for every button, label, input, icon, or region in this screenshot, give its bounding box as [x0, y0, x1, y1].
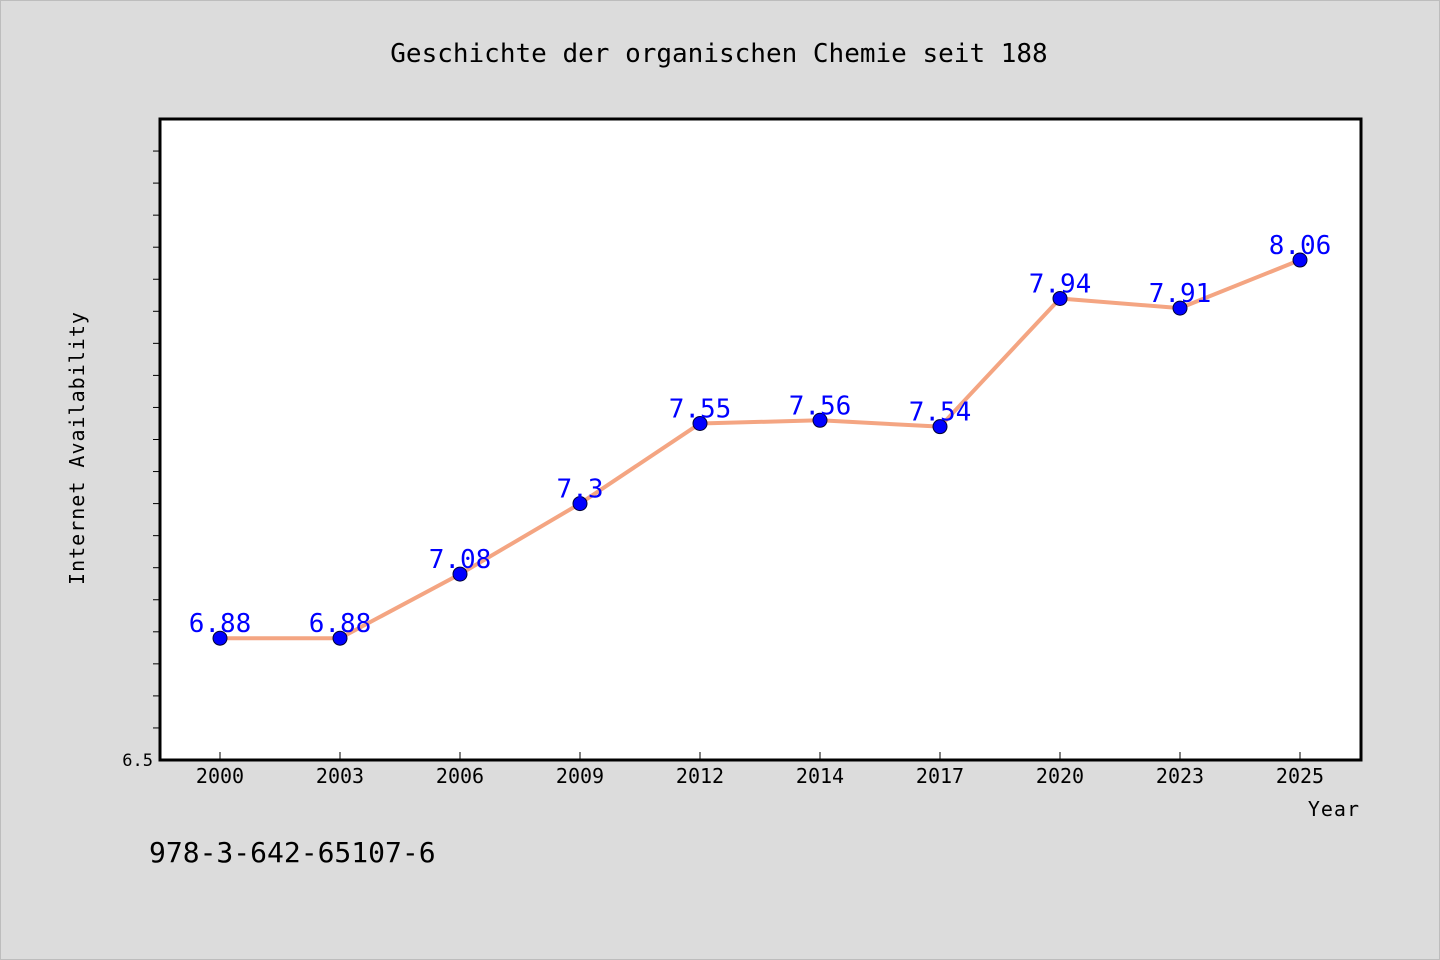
x-tick-label: 2012: [676, 764, 724, 788]
x-tick-label: 2000: [196, 764, 244, 788]
x-tick-label: 2023: [1156, 764, 1204, 788]
data-label: 7.54: [909, 398, 972, 428]
x-tick-label: 2020: [1036, 764, 1084, 788]
data-point: [452, 566, 468, 582]
x-tick-label: 2014: [796, 764, 844, 788]
x-tick-label: 2025: [1276, 764, 1324, 788]
x-tick-label: 2006: [436, 764, 484, 788]
data-label: 7.55: [669, 394, 732, 424]
data-point: [812, 412, 828, 428]
footnote: 978-3-642-65107-6: [149, 836, 436, 869]
data-label: 7.94: [1029, 269, 1092, 299]
x-axis-title: Year: [1308, 797, 1360, 821]
data-point: [932, 419, 948, 435]
y-tick-label: 6.5: [122, 751, 153, 771]
data-points: [212, 252, 1308, 646]
data-point: [332, 630, 348, 646]
data-point: [1292, 252, 1308, 268]
data-label: 6.88: [189, 609, 252, 639]
data-point: [572, 496, 588, 512]
x-axis-tick-labels: 2000 2003 2006 2009 2012 2014 2017 2020 2023 2025: [196, 764, 1324, 788]
data-point: [1172, 300, 1188, 316]
x-axis-ticks: [219, 752, 1301, 760]
x-tick-label: 2003: [316, 764, 364, 788]
data-label: 7.08: [429, 545, 492, 575]
series-line: [218, 258, 1302, 641]
y-axis-title: Internet Availability: [65, 311, 89, 585]
data-point: [212, 630, 228, 646]
data-label: 6.88: [309, 609, 372, 639]
data-labels: 6.88 6.88 7.08 7.3 7.55 7.56 7.54 7.94 7.91 8.06: [189, 231, 1332, 639]
x-tick-label: 2017: [916, 764, 964, 788]
data-label: 7.91: [1149, 279, 1212, 309]
data-point: [1052, 290, 1068, 306]
x-tick-label: 2009: [556, 764, 604, 788]
data-point: [692, 415, 708, 431]
data-label: 8.06: [1269, 231, 1332, 261]
data-label: 7.3: [557, 475, 604, 505]
y-axis-ticks: [153, 150, 160, 729]
data-label: 7.56: [789, 391, 852, 421]
plot-area: [158, 117, 1363, 762]
chart-title: Geschichte der organischen Chemie seit 1…: [390, 39, 1047, 69]
